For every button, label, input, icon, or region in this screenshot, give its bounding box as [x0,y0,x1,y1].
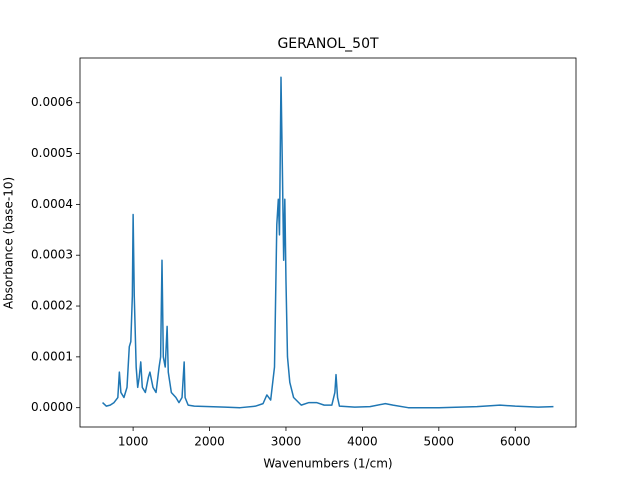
axes-frame [79,57,577,428]
data-line [102,76,554,409]
y-tick-label: 0.0001 [31,349,73,363]
y-tick-label: 0.0004 [31,197,73,211]
x-tick-label: 2000 [194,435,225,449]
x-tick-label: 4000 [347,435,378,449]
y-tick-label: 0.0002 [31,299,73,313]
x-tick-label: 5000 [424,435,455,449]
y-axis-label: Absorbance (base-10) [2,177,16,309]
y-tick-label: 0.0006 [31,95,73,109]
y-tick-label: 0.0000 [31,400,73,414]
y-tick-label: 0.0005 [31,146,73,160]
x-tick-label: 6000 [500,435,531,449]
x-tick-label: 1000 [118,435,149,449]
x-tick-label: 3000 [271,435,302,449]
chart-title: GERANOL_50T [277,36,379,52]
y-tick-label: 0.0003 [31,248,73,262]
x-axis-label: Wavenumbers (1/cm) [263,457,392,471]
